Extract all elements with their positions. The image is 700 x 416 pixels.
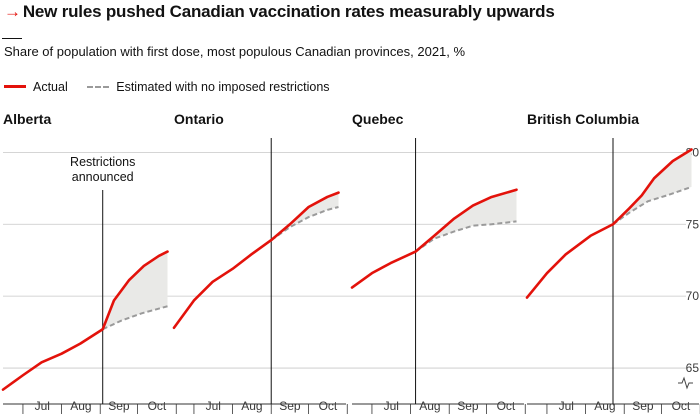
x-tick-label-british-columbia-sep: Sep [632, 399, 654, 413]
x-tick-label-british-columbia-oct: Oct [672, 399, 691, 413]
y-tick-label-65: 65 [686, 361, 700, 375]
title-rule [2, 38, 22, 39]
legend-swatch-actual [4, 85, 26, 88]
x-tick-label-british-columbia-aug: Aug [594, 399, 615, 413]
x-tick-label-ontario-sep: Sep [279, 399, 301, 413]
arrow-icon: → [4, 2, 21, 21]
x-tick-label-alberta-jul: Jul [35, 399, 50, 413]
chart-subtitle: Share of population with first dose, mos… [4, 44, 466, 59]
x-tick-label-ontario-oct: Oct [319, 399, 338, 413]
x-tick-label-alberta-aug: Aug [70, 399, 91, 413]
estimated-line-british-columbia [612, 185, 692, 226]
x-tick-label-quebec-sep: Sep [457, 399, 479, 413]
x-tick-label-quebec-oct: Oct [497, 399, 516, 413]
panel-title-british-columbia: British Columbia [527, 111, 639, 127]
estimated-line-ontario [270, 206, 339, 241]
annotation-line-2: announced [72, 170, 134, 184]
x-tick-label-ontario-jul: Jul [206, 399, 221, 413]
panel-title-ontario: Ontario [174, 111, 224, 127]
x-tick-label-quebec-jul: Jul [384, 399, 399, 413]
legend-label-actual: Actual [33, 79, 68, 94]
y-tick-label-75: 75 [686, 217, 700, 231]
legend-item-estimated: Estimated with no imposed restrictions [87, 80, 330, 94]
chart-title-text: New rules pushed Canadian vaccination ra… [22, 2, 555, 21]
panel-title-quebec: Quebec [352, 111, 404, 127]
panel-title-alberta: Alberta [3, 111, 51, 127]
legend-swatch-estimated [87, 86, 110, 88]
x-tick-label-ontario-aug: Aug [241, 399, 262, 413]
y-tick-label-70: 70 [686, 289, 700, 303]
estimated-line-alberta [102, 305, 168, 331]
legend-label-estimated: Estimated with no imposed restrictions [116, 80, 330, 94]
x-tick-label-alberta-sep: Sep [108, 399, 130, 413]
annotation-line-1: Restrictions [70, 155, 135, 169]
estimated-line-quebec [414, 220, 517, 253]
legend: Actual Estimated with no imposed restric… [4, 77, 346, 94]
gap-area-alberta [102, 251, 168, 330]
actual-line-british-columbia [525, 148, 693, 299]
gap-area-quebec [415, 189, 517, 252]
axis-break-icon [678, 376, 693, 390]
x-tick-label-british-columbia-jul: Jul [559, 399, 574, 413]
x-tick-label-quebec-aug: Aug [419, 399, 440, 413]
chart-title: → New rules pushed Canadian vaccination r… [4, 2, 555, 22]
actual-line-alberta [1, 250, 169, 391]
x-tick-label-alberta-oct: Oct [148, 399, 167, 413]
actual-line-quebec [350, 188, 518, 289]
legend-item-actual: Actual [4, 80, 68, 94]
actual-line-ontario [172, 191, 340, 330]
